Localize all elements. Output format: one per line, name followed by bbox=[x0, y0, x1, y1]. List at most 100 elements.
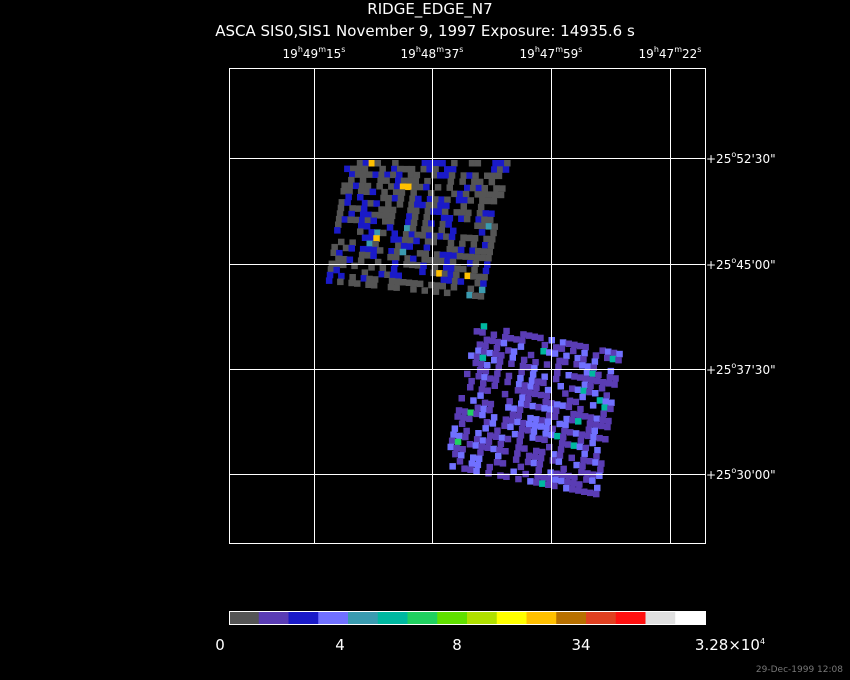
pixel bbox=[412, 177, 419, 185]
pixel bbox=[485, 255, 492, 262]
pixel bbox=[373, 235, 380, 242]
pixel bbox=[408, 165, 416, 173]
pixel bbox=[590, 433, 597, 441]
pixel bbox=[596, 434, 603, 442]
pixel bbox=[451, 252, 458, 260]
pixel bbox=[478, 443, 485, 450]
pixel bbox=[416, 280, 424, 288]
pixel bbox=[574, 386, 582, 393]
pixel bbox=[476, 210, 484, 217]
pixel bbox=[472, 442, 480, 449]
pixel bbox=[378, 171, 385, 178]
pixel bbox=[404, 255, 411, 262]
pixel bbox=[460, 203, 467, 210]
pixel bbox=[466, 291, 473, 299]
pixel bbox=[439, 160, 446, 167]
pixel bbox=[536, 461, 544, 468]
pixel bbox=[459, 446, 466, 453]
pixel bbox=[477, 203, 485, 211]
ra-label: 19h47m59s bbox=[520, 45, 583, 61]
label-part: m bbox=[318, 45, 326, 54]
pixel bbox=[372, 171, 379, 178]
pixel bbox=[466, 415, 473, 423]
pixel bbox=[483, 336, 491, 343]
pixel bbox=[478, 286, 486, 294]
pixel bbox=[575, 487, 582, 494]
pixel bbox=[450, 431, 457, 438]
pixel bbox=[443, 233, 450, 240]
pixel bbox=[408, 231, 416, 238]
pixel bbox=[582, 444, 589, 452]
label-part: m bbox=[555, 45, 563, 54]
pixel bbox=[490, 414, 498, 421]
pixel bbox=[584, 432, 592, 440]
pixel bbox=[433, 282, 441, 289]
pixel bbox=[468, 377, 475, 385]
pixel bbox=[475, 373, 482, 380]
pixel bbox=[391, 260, 399, 267]
pixel bbox=[399, 248, 407, 256]
pixel bbox=[545, 481, 552, 488]
pixel bbox=[454, 413, 461, 420]
pixel bbox=[541, 373, 548, 380]
pixel bbox=[455, 196, 463, 204]
pixel bbox=[431, 202, 438, 209]
pixel bbox=[382, 218, 389, 225]
pixel bbox=[389, 206, 397, 214]
pixel bbox=[480, 248, 488, 255]
pixel bbox=[485, 223, 493, 230]
pixel bbox=[439, 282, 446, 290]
pixel bbox=[430, 208, 437, 215]
pixel bbox=[472, 260, 480, 267]
pixel bbox=[581, 488, 588, 495]
pixel bbox=[535, 403, 542, 411]
pixel bbox=[407, 207, 414, 214]
pixel bbox=[451, 425, 459, 432]
pixel bbox=[594, 447, 601, 454]
label-part: 52'30" bbox=[736, 152, 775, 166]
pixel bbox=[458, 452, 465, 459]
pixel bbox=[459, 178, 466, 185]
pixel bbox=[538, 417, 546, 424]
pixel bbox=[349, 239, 356, 246]
pixel bbox=[441, 270, 449, 278]
pixel bbox=[562, 390, 569, 397]
pixel bbox=[385, 200, 392, 208]
pixel bbox=[525, 452, 533, 460]
pixel bbox=[444, 166, 451, 173]
pixel bbox=[461, 408, 469, 415]
pixel bbox=[370, 217, 377, 225]
label-part: 34 bbox=[571, 636, 590, 654]
pixel bbox=[569, 385, 576, 392]
pixel bbox=[463, 427, 470, 435]
pixel bbox=[448, 264, 456, 272]
pixel bbox=[489, 236, 496, 243]
pixel bbox=[350, 165, 357, 173]
pixel bbox=[616, 350, 623, 358]
pixel bbox=[394, 248, 401, 255]
pixel bbox=[431, 232, 439, 240]
pixel bbox=[388, 277, 396, 285]
pixel bbox=[331, 243, 338, 251]
pixel bbox=[347, 182, 354, 189]
pixel bbox=[327, 266, 335, 273]
pixel bbox=[432, 196, 440, 203]
pixel bbox=[363, 188, 371, 195]
dec-label: +25o45'00" bbox=[706, 256, 776, 272]
pixel bbox=[495, 364, 502, 371]
pixel bbox=[546, 349, 553, 356]
pixel bbox=[439, 220, 447, 228]
pixel bbox=[487, 242, 495, 249]
pixel bbox=[437, 202, 444, 209]
pixel bbox=[502, 448, 509, 455]
pixel bbox=[434, 184, 442, 191]
pixel bbox=[591, 358, 599, 365]
pixel bbox=[476, 341, 484, 348]
pixel bbox=[487, 400, 495, 408]
pixel bbox=[422, 250, 429, 257]
label-part: 4 bbox=[760, 637, 765, 646]
pixel bbox=[421, 287, 428, 294]
pixel bbox=[341, 216, 349, 223]
pixel bbox=[564, 441, 572, 448]
pixel bbox=[579, 393, 586, 401]
